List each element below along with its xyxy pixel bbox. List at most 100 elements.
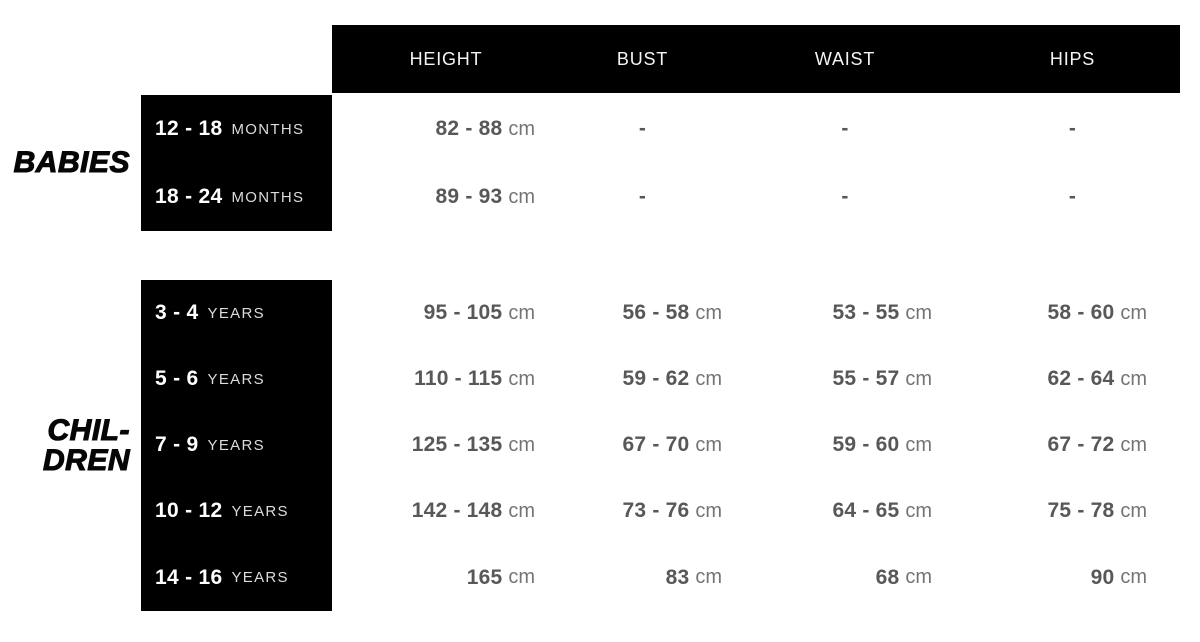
age-range-cell: 14 - 16 YEARS [141, 544, 332, 611]
waist-empty-cell: - [725, 163, 965, 231]
value-number: 83 [665, 565, 690, 589]
value-unit: cm [508, 185, 535, 208]
value-number: 53 - 55 [832, 301, 900, 324]
hips-value-cell: 75 - 78 cm [965, 478, 1180, 544]
height-value-cell: 95 - 105 cm [332, 280, 560, 346]
value-unit: cm [1120, 367, 1147, 390]
column-header-bust: BUST [560, 25, 725, 93]
waist-value-cell: 59 - 60 cm [725, 412, 965, 478]
bust-value-cell: 73 - 76 cm [560, 478, 725, 544]
value-number: 89 - 93 [435, 185, 503, 208]
waist-empty-cell: - [725, 95, 965, 163]
value-number: 67 - 72 [1047, 433, 1115, 456]
value-unit: cm [1120, 433, 1147, 456]
value-number: 59 - 60 [832, 433, 900, 456]
size-chart-grid: HEIGHT BUST WAIST HIPS BABIES 12 - 18 MO… [0, 25, 1180, 611]
value-number: 62 - 64 [1047, 367, 1115, 390]
age-range-cell: 12 - 18 MONTHS [141, 95, 332, 163]
value-number: 95 - 105 [423, 301, 503, 324]
value-unit: cm [905, 301, 932, 324]
value-number: 90 [1090, 565, 1115, 589]
value-unit: cm [905, 433, 932, 456]
value-number: 56 - 58 [622, 301, 690, 324]
age-range: 18 - 24 [155, 185, 223, 208]
bust-value-cell: 56 - 58 cm [560, 280, 725, 346]
value-dash: - [638, 117, 647, 140]
value-unit: cm [695, 566, 722, 588]
hips-value-cell: 90 cm [965, 544, 1180, 611]
height-value-cell: 125 - 135 cm [332, 412, 560, 478]
value-unit: cm [508, 566, 535, 588]
waist-value-cell: 53 - 55 cm [725, 280, 965, 346]
age-unit: YEARS [231, 502, 289, 520]
value-number: 82 - 88 [435, 117, 503, 140]
value-unit: cm [508, 433, 535, 456]
waist-value-cell: 68 cm [725, 544, 965, 611]
height-value-cell: 165 cm [332, 544, 560, 611]
age-unit: YEARS [207, 370, 265, 388]
age-range: 5 - 6 [155, 367, 199, 390]
value-number: 68 [875, 565, 900, 589]
age-range: 12 - 18 [155, 117, 223, 140]
age-range-cell: 10 - 12 YEARS [141, 478, 332, 544]
value-number: 64 - 65 [832, 499, 900, 522]
value-dash: - [841, 117, 849, 140]
age-range-cell: 18 - 24 MONTHS [141, 163, 332, 231]
age-unit: MONTHS [231, 120, 305, 138]
hips-value-cell: 62 - 64 cm [965, 346, 1180, 412]
column-header-waist: WAIST [725, 25, 965, 93]
bust-value-cell: 83 cm [560, 544, 725, 611]
bust-empty-cell: - [560, 95, 725, 163]
value-number: 67 - 70 [622, 433, 690, 456]
age-range-cell: 7 - 9 YEARS [141, 412, 332, 478]
group-label-babies: BABIES [0, 95, 141, 231]
age-range: 3 - 4 [155, 301, 199, 324]
value-unit: cm [695, 499, 722, 522]
group-label-line: CHIL- [47, 413, 130, 447]
value-number: 125 - 135 [411, 433, 503, 456]
age-unit: MONTHS [231, 188, 305, 206]
value-unit: cm [695, 433, 722, 456]
height-value-cell: 142 - 148 cm [332, 478, 560, 544]
value-unit: cm [905, 499, 932, 522]
hips-value-cell: 58 - 60 cm [965, 280, 1180, 346]
value-number: 73 - 76 [622, 499, 690, 522]
bust-value-cell: 59 - 62 cm [560, 346, 725, 412]
value-number: 110 - 115 [414, 367, 503, 390]
value-dash: - [841, 185, 849, 208]
value-unit: cm [508, 499, 535, 522]
value-unit: cm [905, 367, 932, 390]
value-dash: - [638, 185, 647, 208]
bust-value-cell: 67 - 70 cm [560, 412, 725, 478]
value-unit: cm [508, 117, 535, 140]
group-label-line: BABIES [13, 146, 130, 179]
value-unit: cm [508, 367, 535, 390]
value-number: 142 - 148 [411, 499, 503, 522]
height-value-cell: 82 - 88 cm [332, 95, 560, 163]
age-range: 14 - 16 [155, 565, 223, 589]
hips-value-cell: 67 - 72 cm [965, 412, 1180, 478]
value-unit: cm [695, 301, 722, 324]
group-label-children: CHIL- DREN [0, 280, 141, 611]
value-dash: - [1068, 117, 1077, 140]
value-number: 75 - 78 [1047, 499, 1115, 522]
age-range-cell: 5 - 6 YEARS [141, 346, 332, 412]
value-unit: cm [1120, 566, 1147, 588]
age-unit: YEARS [207, 304, 265, 322]
value-unit: cm [1120, 499, 1147, 522]
value-number: 59 - 62 [622, 367, 690, 390]
column-header-hips: HIPS [965, 25, 1180, 93]
column-header-height: HEIGHT [332, 25, 560, 93]
height-value-cell: 89 - 93 cm [332, 163, 560, 231]
value-number: 165 [466, 565, 503, 589]
group-label-line: DREN [42, 443, 130, 477]
waist-value-cell: 55 - 57 cm [725, 346, 965, 412]
age-range-cell: 3 - 4 YEARS [141, 280, 332, 346]
value-number: 55 - 57 [832, 367, 900, 390]
age-unit: YEARS [231, 569, 289, 586]
waist-value-cell: 64 - 65 cm [725, 478, 965, 544]
value-unit: cm [695, 367, 722, 390]
age-unit: YEARS [207, 436, 265, 454]
value-unit: cm [1120, 301, 1147, 324]
